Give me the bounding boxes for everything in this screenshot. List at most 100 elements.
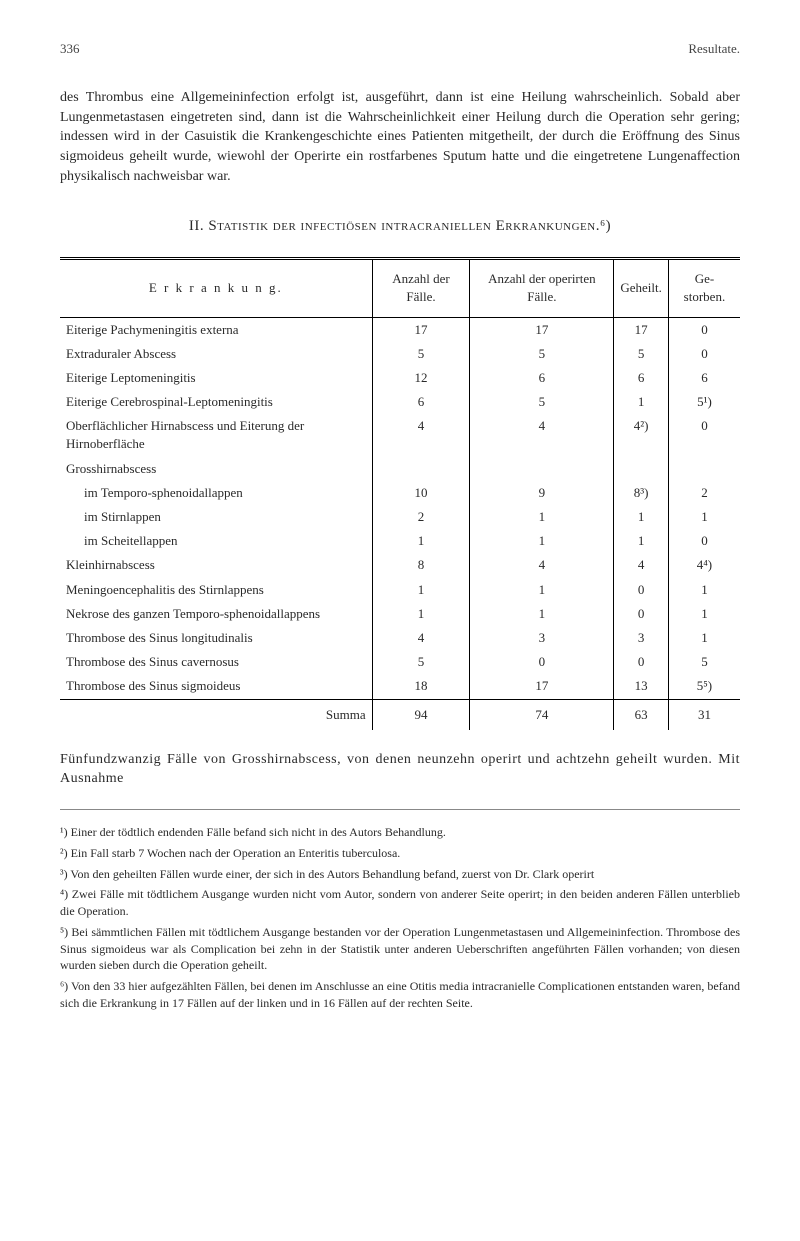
cell: 5 bbox=[470, 342, 614, 366]
cell: 4 bbox=[372, 414, 470, 456]
row-label: Eiterige Cerebrospinal-Leptomeningitis bbox=[60, 390, 372, 414]
cell: 4 bbox=[614, 553, 669, 577]
row-label: Thrombose des Sinus longitudinalis bbox=[60, 626, 372, 650]
table-row: Eiterige Cerebrospinal-Leptomeningitis65… bbox=[60, 390, 740, 414]
cell bbox=[668, 457, 740, 481]
cell: 17 bbox=[614, 317, 669, 342]
cell: 4⁴) bbox=[668, 553, 740, 577]
cell: 4 bbox=[372, 626, 470, 650]
row-label: Nekrose des ganzen Temporo-sphenoidallap… bbox=[60, 602, 372, 626]
summa-cell: 31 bbox=[668, 699, 740, 730]
footnotes: ¹) Einer der tödtlich endenden Fälle bef… bbox=[60, 809, 740, 1012]
cell: 5 bbox=[372, 650, 470, 674]
row-label: im Scheitellappen bbox=[60, 529, 372, 553]
cell: 1 bbox=[614, 529, 669, 553]
col-geheilt: Geheilt. bbox=[614, 259, 669, 317]
cell: 3 bbox=[470, 626, 614, 650]
cell: 6 bbox=[470, 366, 614, 390]
cell: 1 bbox=[668, 602, 740, 626]
summa-cell: 74 bbox=[470, 699, 614, 730]
cell: 0 bbox=[470, 650, 614, 674]
summa-cell: 94 bbox=[372, 699, 470, 730]
row-label: Thrombose des Sinus cavernosus bbox=[60, 650, 372, 674]
cell: 18 bbox=[372, 674, 470, 699]
table-row: Thrombose des Sinus cavernosus5005 bbox=[60, 650, 740, 674]
cell: 1 bbox=[614, 505, 669, 529]
cell: 4²) bbox=[614, 414, 669, 456]
cell: 1 bbox=[372, 529, 470, 553]
cell: 1 bbox=[668, 505, 740, 529]
row-label: Oberflächlicher Hirnabscess und Eiterung… bbox=[60, 414, 372, 456]
cell: 6 bbox=[372, 390, 470, 414]
cell: 10 bbox=[372, 481, 470, 505]
table-row: Meningoencephalitis des Stirnlappens1101 bbox=[60, 578, 740, 602]
intro-paragraph: des Thrombus eine Allgemeininfection erf… bbox=[60, 88, 740, 186]
table-row: Eiterige Pachymeningitis externa1717170 bbox=[60, 317, 740, 342]
cell: 4 bbox=[470, 553, 614, 577]
cell: 5¹) bbox=[668, 390, 740, 414]
table-row: im Stirnlappen2111 bbox=[60, 505, 740, 529]
cell: 4 bbox=[470, 414, 614, 456]
footnote: ⁶) Von den 33 hier aufgezählten Fällen, … bbox=[60, 978, 740, 1012]
cell: 0 bbox=[668, 317, 740, 342]
page-number: 336 bbox=[60, 40, 80, 58]
row-label: Eiterige Pachymeningitis externa bbox=[60, 317, 372, 342]
col-anzahl-operirten: Anzahl der operirten Fälle. bbox=[470, 259, 614, 317]
cell: 17 bbox=[372, 317, 470, 342]
row-label: Meningoencephalitis des Stirnlappens bbox=[60, 578, 372, 602]
table-row: Nekrose des ganzen Temporo-sphenoidallap… bbox=[60, 602, 740, 626]
row-label: Grosshirnabscess bbox=[60, 457, 372, 481]
cell: 1 bbox=[470, 529, 614, 553]
cell: 0 bbox=[614, 578, 669, 602]
table-row: Thrombose des Sinus sigmoideus1817135⁵) bbox=[60, 674, 740, 699]
cell: 1 bbox=[668, 626, 740, 650]
cell: 1 bbox=[614, 390, 669, 414]
cell: 5 bbox=[668, 650, 740, 674]
cell: 17 bbox=[470, 674, 614, 699]
cell: 0 bbox=[668, 414, 740, 456]
running-title: Resultate. bbox=[688, 40, 740, 58]
cell bbox=[614, 457, 669, 481]
footnote: ³) Von den geheilten Fällen wurde einer,… bbox=[60, 866, 740, 883]
table-row: im Scheitellappen1110 bbox=[60, 529, 740, 553]
section-heading: II. Statistik der infectiösen intracrani… bbox=[60, 216, 740, 237]
summa-label: Summa bbox=[60, 699, 372, 730]
cell: 0 bbox=[668, 529, 740, 553]
cell: 5 bbox=[470, 390, 614, 414]
cell: 1 bbox=[470, 505, 614, 529]
cell: 8 bbox=[372, 553, 470, 577]
cell: 2 bbox=[372, 505, 470, 529]
cell: 5⁵) bbox=[668, 674, 740, 699]
row-label: im Temporo-sphenoidallappen bbox=[60, 481, 372, 505]
cell bbox=[470, 457, 614, 481]
row-label: im Stirnlappen bbox=[60, 505, 372, 529]
cell: 0 bbox=[668, 342, 740, 366]
cell: 13 bbox=[614, 674, 669, 699]
cell bbox=[372, 457, 470, 481]
statistics-table: E r k r a n k u n g. Anzahl der Fälle. A… bbox=[60, 257, 740, 730]
table-row: im Temporo-sphenoidallappen1098³)2 bbox=[60, 481, 740, 505]
cell: 0 bbox=[614, 650, 669, 674]
row-label: Kleinhirnabscess bbox=[60, 553, 372, 577]
col-gestorben: Ge-storben. bbox=[668, 259, 740, 317]
table-row: Oberflächlicher Hirnabscess und Eiterung… bbox=[60, 414, 740, 456]
cell: 1 bbox=[470, 578, 614, 602]
cell: 1 bbox=[372, 602, 470, 626]
footnote: ⁵) Bei sämmtlichen Fällen mit tödtlichem… bbox=[60, 924, 740, 974]
cell: 1 bbox=[470, 602, 614, 626]
table-row: Thrombose des Sinus longitudinalis4331 bbox=[60, 626, 740, 650]
col-anzahl-faelle: Anzahl der Fälle. bbox=[372, 259, 470, 317]
summa-cell: 63 bbox=[614, 699, 669, 730]
col-erkrankung: E r k r a n k u n g. bbox=[60, 259, 372, 317]
footnote: ⁴) Zwei Fälle mit tödtlichem Ausgange wu… bbox=[60, 886, 740, 920]
cell: 8³) bbox=[614, 481, 669, 505]
table-row: Grosshirnabscess bbox=[60, 457, 740, 481]
cell: 6 bbox=[614, 366, 669, 390]
table-row: Eiterige Leptomeningitis12666 bbox=[60, 366, 740, 390]
footnote: ²) Ein Fall starb 7 Wochen nach der Oper… bbox=[60, 845, 740, 862]
table-row: Kleinhirnabscess8444⁴) bbox=[60, 553, 740, 577]
cell: 1 bbox=[668, 578, 740, 602]
summa-row: Summa94746331 bbox=[60, 699, 740, 730]
cell: 3 bbox=[614, 626, 669, 650]
row-label: Eiterige Leptomeningitis bbox=[60, 366, 372, 390]
